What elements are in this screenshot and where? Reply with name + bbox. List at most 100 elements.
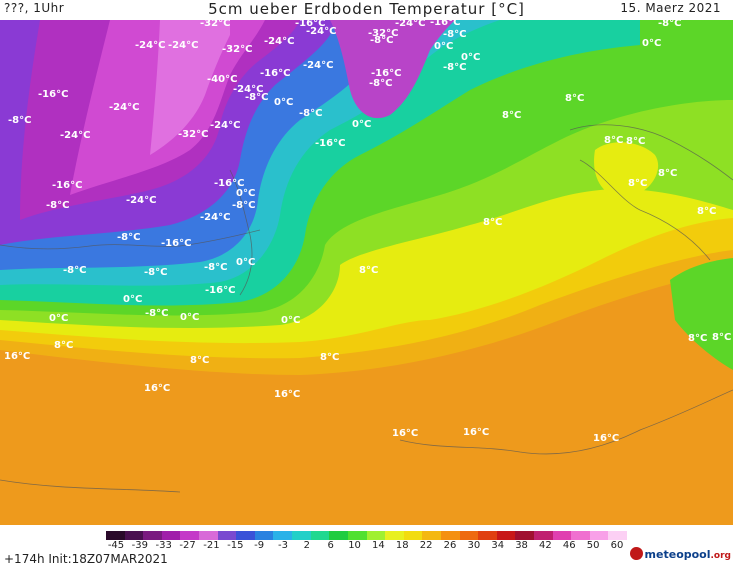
color-scale-swatch [254, 531, 274, 540]
isotherm-label: -16°C [315, 138, 345, 149]
isotherm-label: -32°C [368, 28, 398, 39]
color-scale-swatch [552, 531, 572, 540]
color-scale-tick: -21 [203, 540, 220, 551]
isotherm-label: -8°C [144, 267, 167, 278]
isotherm-label: -16°C [161, 238, 191, 249]
isotherm-label: -8°C [63, 265, 86, 276]
color-scale-tick: 6 [327, 540, 334, 551]
isotherm-label: -8°C [8, 115, 31, 126]
color-scale-tick: 34 [491, 540, 505, 551]
color-scale-swatch [440, 531, 460, 540]
pink-core [150, 20, 230, 155]
coastlines [0, 124, 733, 493]
isotherm-label: 8°C [658, 168, 677, 179]
cold-blob-north [330, 20, 455, 119]
isotherm-label: -32°C [222, 44, 252, 55]
isotherm-label: 8°C [190, 355, 209, 366]
color-scale-swatch [143, 531, 162, 540]
isotherm-label: 8°C [565, 93, 584, 104]
color-scale-swatch [236, 531, 255, 540]
color-scale-swatch [273, 531, 293, 540]
map-title: 5cm ueber Erdboden Temperatur [°C] [208, 0, 525, 18]
isotherm-label: 8°C [359, 265, 378, 276]
color-scale-tick: 10 [348, 540, 361, 551]
isotherm-label: -8°C [369, 78, 392, 89]
color-scale [106, 531, 628, 540]
color-scale-swatch [217, 531, 237, 540]
green-coast-east [670, 258, 733, 370]
color-scale-swatch [199, 531, 218, 540]
color-scale-swatch [124, 531, 144, 540]
isotherm-label: -24°C [210, 120, 240, 131]
color-scale-swatch [310, 531, 330, 540]
isotherm-label: 0°C [49, 313, 68, 324]
isotherm-label: -16°C [52, 180, 82, 191]
isotherm-label: -24°C [168, 40, 198, 51]
color-scale-tick: 22 [419, 540, 433, 551]
logo-icon [629, 547, 643, 560]
isotherm-label: 8°C [697, 206, 716, 217]
isotherm-label: 8°C [626, 136, 645, 147]
isotherm-label: -24°C [200, 212, 230, 223]
isotherm-label: 0°C [352, 119, 371, 130]
isotherm-label: 8°C [483, 217, 502, 228]
isotherm-label: -32°C [200, 20, 230, 29]
isotherm-label: 16°C [144, 383, 170, 394]
isotherm-label: -8°C [443, 62, 466, 73]
init-time-label: +174h Init:18Z07MAR2021 [4, 552, 168, 566]
temperature-map: -32°C -16°C -24°C -8°C -24°C -24°C -32°C… [0, 20, 733, 525]
logo-text: meteopool [644, 548, 711, 561]
isotherm-label: 8°C [628, 178, 647, 189]
isotherm-label: -24°C [126, 195, 156, 206]
color-scale-swatch [608, 531, 628, 540]
color-scale-ticks: -45 -39 -33 -27 -21 -15 -9 -3 2 6 10 14 18 22 26 30 34 38… [106, 540, 627, 552]
isotherm-label: -24°C [233, 84, 263, 95]
isotherm-label: -16°C [38, 89, 68, 100]
color-scale-swatch [329, 531, 348, 540]
color-scale-tick: -33 [155, 540, 172, 551]
isotherm-label: 0°C [236, 257, 255, 268]
isotherm-label: 0°C [281, 315, 300, 326]
isotherm-label: 16°C [463, 427, 489, 438]
color-scale-tick: -15 [227, 540, 244, 551]
isotherm-label: -8°C [232, 200, 255, 211]
color-scale-tick: 50 [586, 540, 600, 551]
isotherm-label: -32°C [178, 129, 208, 140]
isotherm-label: -8°C [204, 262, 227, 273]
isotherm-label: -24°C [395, 20, 425, 29]
footer-bar: -45 -39 -33 -27 -21 -15 -9 -3 2 6 10 14 18 22 26 30 34 38… [0, 525, 733, 566]
color-scale-swatch [403, 531, 423, 540]
meteopool-logo[interactable]: meteopool.org [629, 547, 731, 561]
isotherm-label: 0°C [180, 312, 199, 323]
isotherm-label: -24°C [109, 102, 139, 113]
color-scale-tick: 26 [443, 540, 457, 551]
isotherm-label: -24°C [264, 36, 294, 47]
isotherm-label: 8°C [712, 332, 731, 343]
isotherm-label: 8°C [54, 340, 73, 351]
color-scale-swatch [478, 531, 497, 540]
isotherm-label: 0°C [274, 97, 293, 108]
color-scale-tick: 38 [515, 540, 528, 551]
isotherm-label: 8°C [688, 333, 707, 344]
isotherm-label: -24°C [306, 26, 336, 37]
isotherm-label: -8°C [245, 92, 268, 103]
color-scale-swatch [422, 531, 441, 540]
isotherm-label: -40°C [207, 74, 237, 85]
header-bar: ???, 1Uhr 5cm ueber Erdboden Temperatur … [0, 0, 733, 20]
color-scale-swatch [496, 531, 516, 540]
isotherm-label: 8°C [502, 110, 521, 121]
map-canvas: -32°C -16°C -24°C -8°C -24°C -24°C -32°C… [0, 20, 733, 525]
color-scale-tick: 46 [562, 540, 576, 551]
isotherm-label: -8°C [117, 232, 140, 243]
color-scale-tick: 14 [372, 540, 385, 551]
color-scale-swatch [534, 531, 553, 540]
isotherm-label: 0°C [642, 38, 661, 49]
isotherm-label: 0°C [123, 294, 142, 305]
isotherm-label: -16°C [260, 68, 290, 79]
isotherm-label: 8°C [604, 135, 623, 146]
color-scale-swatch [589, 531, 609, 540]
isotherm-label: -8°C [658, 20, 681, 29]
color-scale-swatch [180, 531, 200, 540]
isotherm-label: 0°C [461, 52, 480, 63]
isotherm-label: -24°C [135, 40, 165, 51]
